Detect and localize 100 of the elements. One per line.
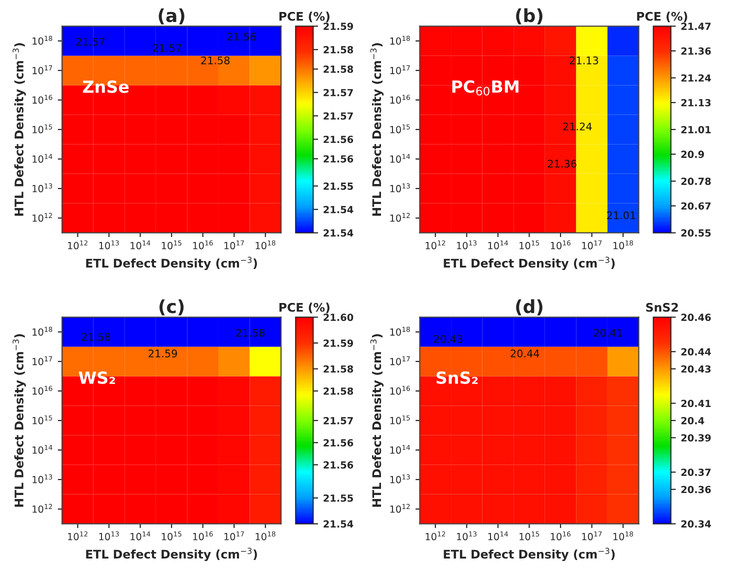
y-tick-label: 10$^{17}$ (390, 356, 410, 366)
y-tick-label: 10$^{16}$ (32, 386, 52, 395)
x-tick-label: 10$^{15}$ (520, 240, 540, 250)
color-bar-label: 21.57 (324, 112, 353, 120)
annotation: 21.58 (82, 332, 110, 341)
chart-title: (b) (516, 8, 542, 24)
color-bar-title: PCE (%) (279, 12, 330, 22)
color-bar-label: 20.43 (681, 365, 711, 373)
color-bar-label: 20.39 (681, 434, 711, 442)
x-axis-title: ETL Defect Density (cm$^{−3}$) (86, 548, 257, 561)
y-tick-label: 10$^{12}$ (32, 212, 52, 222)
annotation: 20.44 (510, 350, 540, 358)
color-bar-label: 21.56 (324, 439, 354, 446)
y-tick-label: 10$^{17}$ (32, 65, 52, 74)
color-bar-label: 21.01 (681, 126, 711, 134)
y-tick-label: 10$^{17}$ (32, 356, 52, 366)
y-tick-label: 10$^{12}$ (390, 504, 410, 513)
x-axis-title: ETL Defect Density (cm$^{−3}$) (86, 256, 257, 270)
color-bar-label: 21.57 (324, 88, 353, 96)
x-tick-label: 10$^{17}$ (582, 531, 602, 540)
x-tick-label: 10$^{18}$ (613, 531, 634, 540)
y-tick-label: 10$^{13}$ (32, 474, 52, 484)
y-tick-label: 10$^{18}$ (32, 36, 52, 45)
x-tick-label: 10$^{15}$ (520, 531, 540, 540)
annotation: SnS₂ (436, 371, 478, 384)
annotation: 21.57 (153, 44, 182, 52)
color-bar-label: 20.78 (681, 178, 711, 185)
x-tick-label: 10$^{14}$ (130, 531, 150, 540)
color-bar-label: 20.4 (681, 416, 704, 424)
x-tick-label: 10$^{15}$ (162, 240, 182, 250)
x-tick-label: 10$^{15}$ (162, 531, 182, 540)
chart-title: (d) (516, 299, 542, 316)
color-bar-label: 21.56 (324, 136, 354, 144)
y-tick-label: 10$^{17}$ (390, 65, 410, 74)
color-bar-label: 21.54 (324, 229, 354, 237)
y-tick-label: 10$^{15}$ (390, 415, 410, 424)
x-tick-label: 10$^{13}$ (99, 240, 119, 250)
color-bar-label: 21.58 (324, 66, 354, 73)
y-axis-title: HTL Defect Density (cm$^{−3}$) (12, 43, 26, 216)
y-tick-label: 10$^{14}$ (390, 154, 410, 163)
x-tick-label: 10$^{18}$ (256, 531, 276, 540)
y-axis-title: HTL Defect Density (cm$^{−3}$) (370, 43, 384, 216)
color-bar-label: 21.58 (324, 387, 354, 395)
x-tick-label: 10$^{14}$ (488, 240, 508, 250)
y-tick-label: 10$^{14}$ (32, 444, 52, 454)
x-tick-label: 10$^{13}$ (99, 531, 119, 540)
annotation: 21.56 (227, 32, 256, 41)
x-tick-label: 10$^{14}$ (488, 531, 508, 540)
y-axis-title: HTL Defect Density (cm$^{−3}$) (370, 334, 384, 507)
x-tick-label: 10$^{12}$ (68, 531, 88, 540)
annotation: 21.57 (76, 38, 105, 46)
y-tick-label: 10$^{18}$ (32, 326, 52, 336)
color-bar-label: 21.57 (324, 416, 353, 424)
x-tick-label: 10$^{16}$ (550, 240, 570, 250)
color-bar-label: 21.56 (324, 155, 354, 163)
y-tick-label: 10$^{13}$ (390, 474, 410, 484)
color-bar-label: 21.54 (324, 206, 354, 214)
color-bar-label: 20.36 (681, 486, 711, 494)
chart-title: (c) (160, 299, 184, 316)
x-axis-title: ETL Defect Density (cm$^{−3}$) (444, 256, 615, 270)
color-bar-label: 20.9 (681, 150, 704, 158)
x-tick-label: 10$^{12}$ (68, 240, 88, 250)
y-tick-label: 10$^{16}$ (390, 386, 410, 395)
color-bar-label: 21.56 (324, 461, 354, 469)
x-tick-label: 10$^{16}$ (550, 531, 570, 540)
x-tick-label: 10$^{18}$ (256, 240, 276, 250)
color-bar-label: 21.55 (324, 494, 353, 502)
color-bar-label: 20.67 (681, 202, 711, 210)
y-tick-label: 10$^{15}$ (390, 124, 410, 134)
color-bar-label: 21.55 (324, 182, 353, 190)
x-tick-label: 10$^{14}$ (130, 240, 150, 250)
color-bar-label: 20.44 (681, 348, 711, 356)
y-tick-label: 10$^{12}$ (390, 212, 410, 222)
x-tick-label: 10$^{13}$ (457, 240, 477, 250)
color-bar-title: SnS2 (646, 302, 678, 312)
color-bar-label: 20.37 (681, 468, 711, 476)
y-tick-label: 10$^{14}$ (32, 154, 52, 163)
y-tick-label: 10$^{15}$ (32, 415, 52, 424)
y-axis-title: HTL Defect Density (cm$^{−3}$) (12, 334, 26, 507)
annotation: PC$_{60}$BM (452, 80, 518, 96)
color-bar-label: 21.54 (324, 520, 354, 528)
annotation: 20.41 (594, 328, 622, 337)
color-bar-label: 21.13 (681, 99, 711, 106)
y-tick-label: 10$^{13}$ (390, 183, 410, 192)
x-tick-label: 10$^{17}$ (224, 531, 244, 540)
y-tick-label: 10$^{12}$ (32, 504, 52, 513)
x-tick-label: 10$^{16}$ (193, 531, 213, 540)
color-bar-title: PCE (%) (279, 302, 330, 314)
annotation: 21.58 (201, 56, 230, 64)
x-tick-label: 10$^{18}$ (613, 240, 634, 250)
color-bar-label: 21.59 (324, 22, 354, 30)
color-bar-label: 21.59 (324, 339, 354, 347)
color-bar-label: 21.58 (324, 365, 354, 373)
color-bar-label: 21.47 (681, 22, 711, 30)
chart-title: (a) (158, 8, 184, 24)
color-bar-label: 20.41 (681, 400, 711, 408)
color-bar-label: 20.46 (681, 314, 711, 322)
x-axis-title: ETL Defect Density (cm$^{−3}$) (444, 548, 615, 561)
x-tick-label: 10$^{17}$ (224, 240, 244, 250)
color-bar-label: 21.58 (324, 46, 354, 54)
